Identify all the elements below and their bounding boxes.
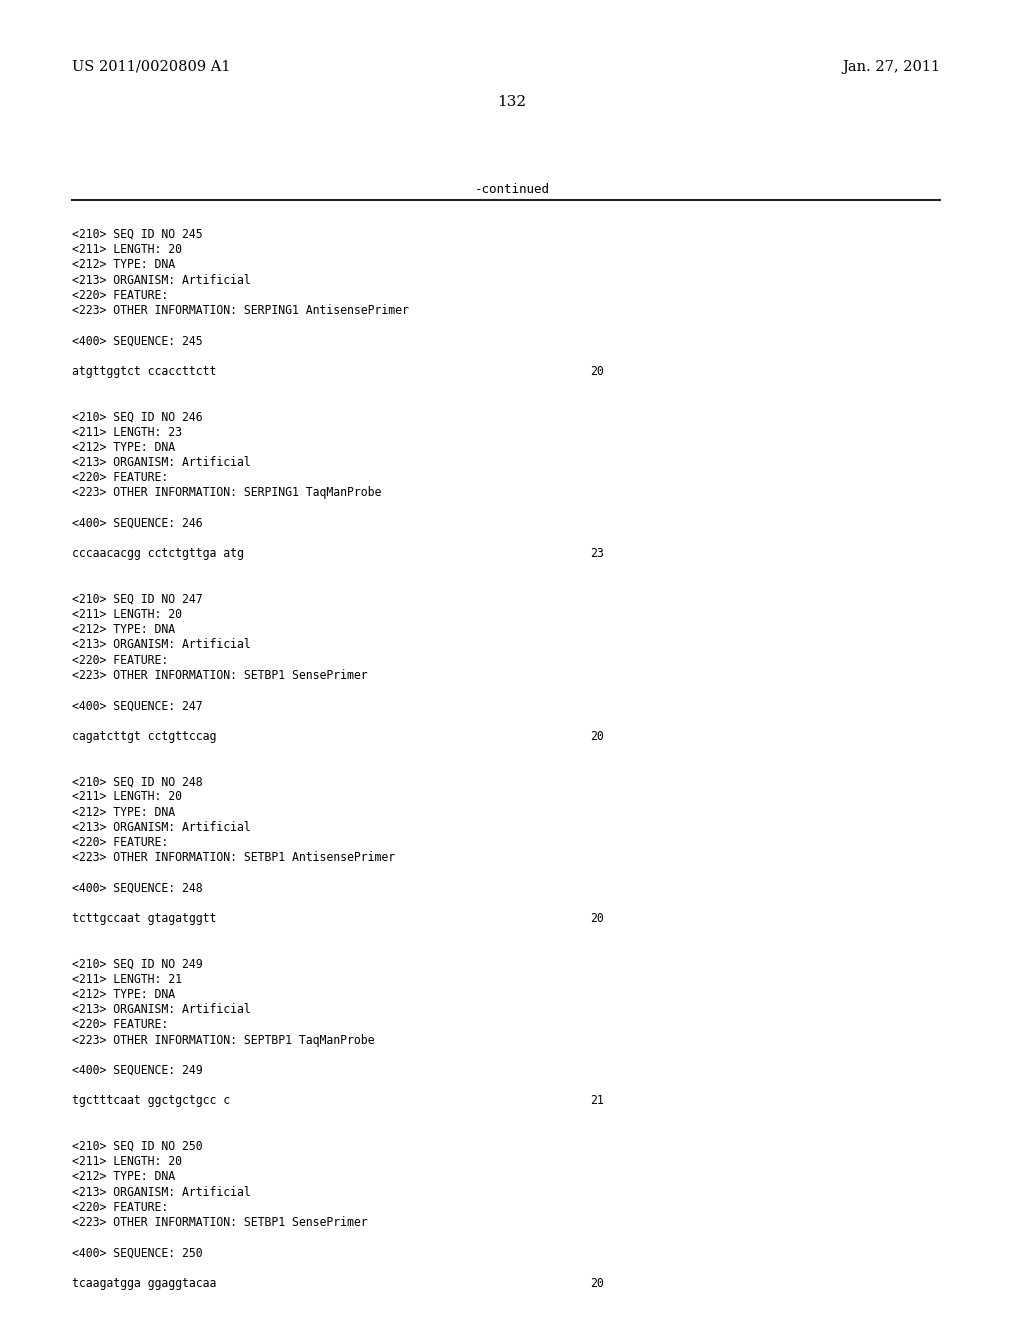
Text: <212> TYPE: DNA: <212> TYPE: DNA — [72, 987, 175, 1001]
Text: <220> FEATURE:: <220> FEATURE: — [72, 1201, 168, 1214]
Text: <220> FEATURE:: <220> FEATURE: — [72, 1019, 168, 1031]
Text: <220> FEATURE:: <220> FEATURE: — [72, 471, 168, 484]
Text: <213> ORGANISM: Artificial: <213> ORGANISM: Artificial — [72, 1003, 251, 1016]
Text: tcaagatgga ggaggtacaa: tcaagatgga ggaggtacaa — [72, 1276, 216, 1290]
Text: 21: 21 — [590, 1094, 604, 1107]
Text: 20: 20 — [590, 1276, 604, 1290]
Text: 132: 132 — [498, 95, 526, 110]
Text: tcttgccaat gtagatggtt: tcttgccaat gtagatggtt — [72, 912, 216, 925]
Text: <210> SEQ ID NO 248: <210> SEQ ID NO 248 — [72, 775, 203, 788]
Text: -continued: -continued — [474, 183, 550, 195]
Text: <210> SEQ ID NO 247: <210> SEQ ID NO 247 — [72, 593, 203, 606]
Text: <213> ORGANISM: Artificial: <213> ORGANISM: Artificial — [72, 1185, 251, 1199]
Text: <210> SEQ ID NO 250: <210> SEQ ID NO 250 — [72, 1140, 203, 1152]
Text: <212> TYPE: DNA: <212> TYPE: DNA — [72, 623, 175, 636]
Text: <211> LENGTH: 20: <211> LENGTH: 20 — [72, 1155, 182, 1168]
Text: <213> ORGANISM: Artificial: <213> ORGANISM: Artificial — [72, 639, 251, 651]
Text: atgttggtct ccaccttctt: atgttggtct ccaccttctt — [72, 364, 216, 378]
Text: <400> SEQUENCE: 248: <400> SEQUENCE: 248 — [72, 882, 203, 895]
Text: 20: 20 — [590, 364, 604, 378]
Text: <220> FEATURE:: <220> FEATURE: — [72, 836, 168, 849]
Text: <223> OTHER INFORMATION: SERPING1 AntisensePrimer: <223> OTHER INFORMATION: SERPING1 Antise… — [72, 304, 409, 317]
Text: <212> TYPE: DNA: <212> TYPE: DNA — [72, 805, 175, 818]
Text: <400> SEQUENCE: 250: <400> SEQUENCE: 250 — [72, 1246, 203, 1259]
Text: 23: 23 — [590, 548, 604, 560]
Text: <211> LENGTH: 23: <211> LENGTH: 23 — [72, 425, 182, 438]
Text: 20: 20 — [590, 912, 604, 925]
Text: <223> OTHER INFORMATION: SETBP1 AntisensePrimer: <223> OTHER INFORMATION: SETBP1 Antisens… — [72, 851, 395, 865]
Text: <223> OTHER INFORMATION: SETBP1 SensePrimer: <223> OTHER INFORMATION: SETBP1 SensePri… — [72, 1216, 368, 1229]
Text: <400> SEQUENCE: 245: <400> SEQUENCE: 245 — [72, 334, 203, 347]
Text: <210> SEQ ID NO 246: <210> SEQ ID NO 246 — [72, 411, 203, 424]
Text: <211> LENGTH: 20: <211> LENGTH: 20 — [72, 791, 182, 804]
Text: <213> ORGANISM: Artificial: <213> ORGANISM: Artificial — [72, 273, 251, 286]
Text: <213> ORGANISM: Artificial: <213> ORGANISM: Artificial — [72, 821, 251, 834]
Text: <400> SEQUENCE: 247: <400> SEQUENCE: 247 — [72, 700, 203, 713]
Text: <210> SEQ ID NO 245: <210> SEQ ID NO 245 — [72, 228, 203, 242]
Text: <212> TYPE: DNA: <212> TYPE: DNA — [72, 259, 175, 272]
Text: <223> OTHER INFORMATION: SEPTBP1 TaqManProbe: <223> OTHER INFORMATION: SEPTBP1 TaqManP… — [72, 1034, 375, 1047]
Text: <211> LENGTH: 20: <211> LENGTH: 20 — [72, 243, 182, 256]
Text: <220> FEATURE:: <220> FEATURE: — [72, 653, 168, 667]
Text: <210> SEQ ID NO 249: <210> SEQ ID NO 249 — [72, 957, 203, 970]
Text: <211> LENGTH: 21: <211> LENGTH: 21 — [72, 973, 182, 986]
Text: cccaacacgg cctctgttga atg: cccaacacgg cctctgttga atg — [72, 548, 244, 560]
Text: <220> FEATURE:: <220> FEATURE: — [72, 289, 168, 302]
Text: Jan. 27, 2011: Jan. 27, 2011 — [842, 59, 940, 74]
Text: <212> TYPE: DNA: <212> TYPE: DNA — [72, 1171, 175, 1184]
Text: <223> OTHER INFORMATION: SETBP1 SensePrimer: <223> OTHER INFORMATION: SETBP1 SensePri… — [72, 669, 368, 682]
Text: US 2011/0020809 A1: US 2011/0020809 A1 — [72, 59, 230, 74]
Text: <211> LENGTH: 20: <211> LENGTH: 20 — [72, 609, 182, 620]
Text: tgctttcaat ggctgctgcc c: tgctttcaat ggctgctgcc c — [72, 1094, 230, 1107]
Text: 20: 20 — [590, 730, 604, 743]
Text: cagatcttgt cctgttccag: cagatcttgt cctgttccag — [72, 730, 216, 743]
Text: <400> SEQUENCE: 246: <400> SEQUENCE: 246 — [72, 517, 203, 529]
Text: <400> SEQUENCE: 249: <400> SEQUENCE: 249 — [72, 1064, 203, 1077]
Text: <223> OTHER INFORMATION: SERPING1 TaqManProbe: <223> OTHER INFORMATION: SERPING1 TaqMan… — [72, 486, 381, 499]
Text: <213> ORGANISM: Artificial: <213> ORGANISM: Artificial — [72, 455, 251, 469]
Text: <212> TYPE: DNA: <212> TYPE: DNA — [72, 441, 175, 454]
